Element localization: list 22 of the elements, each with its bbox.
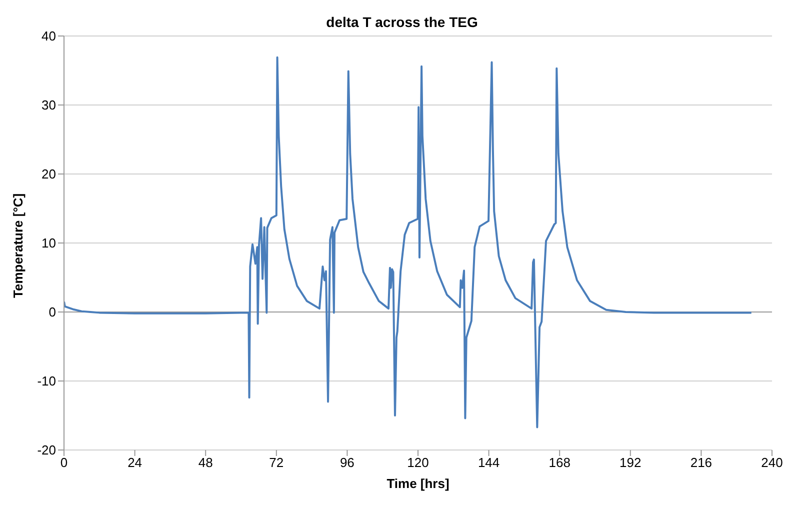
x-tick-label: 168 bbox=[548, 455, 570, 470]
y-tick-label: 40 bbox=[42, 28, 56, 44]
y-axis-title: Temperature [°C] bbox=[10, 193, 26, 298]
chart-title: delta T across the TEG bbox=[325, 14, 479, 30]
x-tick-label: 216 bbox=[690, 455, 712, 470]
line-series bbox=[64, 56, 752, 428]
y-tick-label: 10 bbox=[42, 236, 56, 251]
x-tick-label: 48 bbox=[198, 455, 213, 470]
x-tick-label: 144 bbox=[478, 455, 500, 470]
y-tick-label: 20 bbox=[42, 166, 56, 182]
y-tick-label: 0 bbox=[48, 304, 56, 320]
x-tick-label: 120 bbox=[407, 455, 429, 470]
x-tick-label: 96 bbox=[340, 455, 354, 470]
x-tick-label: 192 bbox=[620, 455, 642, 470]
y-tick-label: -10 bbox=[37, 374, 56, 389]
y-tick-label: 30 bbox=[42, 98, 56, 113]
x-tick-label: 0 bbox=[60, 455, 68, 470]
x-axis-title: Time [hrs] bbox=[386, 476, 450, 491]
y-tick-label: -20 bbox=[37, 442, 56, 458]
x-tick-label: 240 bbox=[761, 455, 783, 470]
x-tick-label: 72 bbox=[269, 455, 284, 470]
x-tick-label: 24 bbox=[128, 455, 142, 470]
